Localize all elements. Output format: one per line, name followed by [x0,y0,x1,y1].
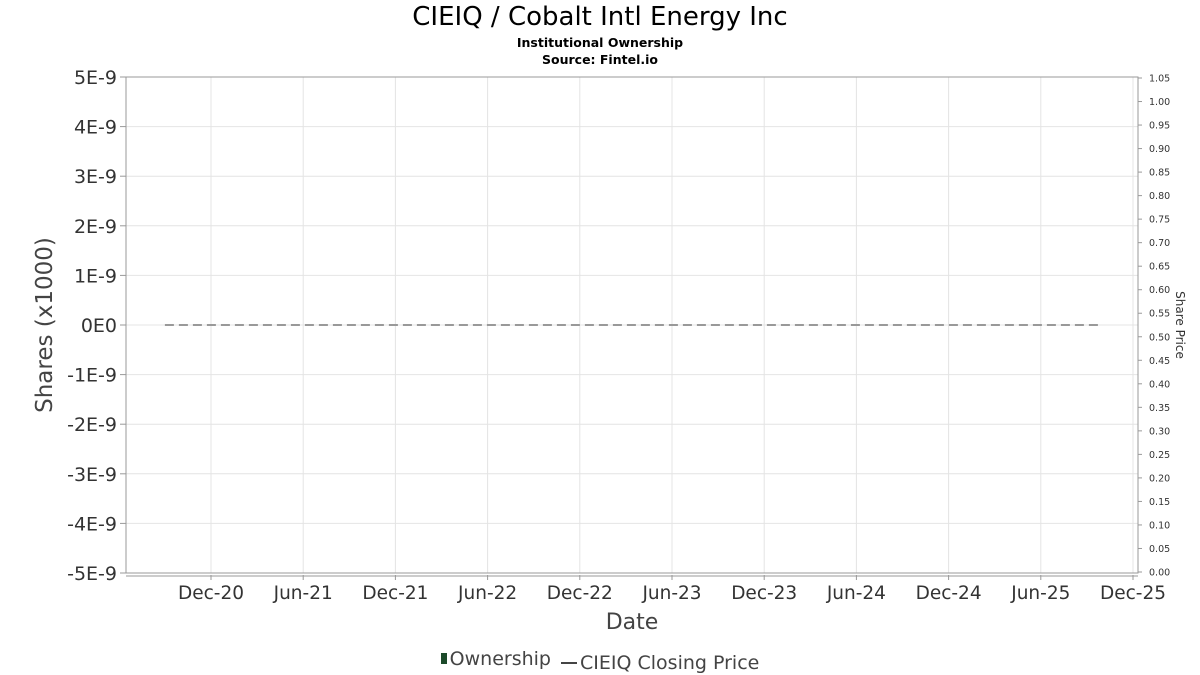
x-tick-label: Jun-24 [826,583,886,604]
y2-axis-label: Share Price [1173,291,1187,359]
y2-tick-label: 0.80 [1149,191,1170,202]
y-tick-label: 4E-9 [74,117,117,139]
y-tick-label: -5E-9 [67,563,117,585]
y-tick-label: -2E-9 [67,414,117,436]
legend-ownership-label: Ownership [449,647,551,670]
x-tick-label: Jun-23 [641,583,701,604]
y2-tick-label: 0.70 [1149,238,1170,249]
x-tick-label: Jun-25 [1010,583,1070,604]
y2-tick-label: 1.05 [1149,74,1170,85]
y2-tick-label: 0.55 [1149,309,1170,320]
y-axis-left: 5E-9 4E-9 3E-9 2E-9 1E-9 0E0 -1E-9 -2E-9 -3E-9 -4… [67,67,126,585]
chart-subtitle: Institutional Ownership [516,35,684,50]
y2-tick-label: 0.60 [1149,285,1170,296]
y-tick-label: -4E-9 [67,513,117,535]
y2-tick-label: 0.95 [1149,121,1170,132]
x-tick-label: Jun-22 [457,583,517,604]
x-axis-label: Date [606,610,659,635]
y2-tick-label: 0.65 [1149,262,1170,273]
x-tick-label: Dec-21 [362,583,428,604]
y2-tick-label: 0.45 [1149,356,1170,367]
y2-tick-label: 0.20 [1149,473,1170,484]
ownership-swatch-icon [440,653,447,664]
y-tick-label: -1E-9 [67,365,117,387]
chart-title: CIEIQ / Cobalt Intl Energy Inc [412,2,788,32]
y-tick-label: 5E-9 [74,67,117,89]
y2-tick-label: 0.10 [1149,520,1170,531]
y-tick-label: -3E-9 [67,464,117,486]
legend: Ownership CIEIQ Closing Price [0,647,1200,674]
x-tick-label: Jun-21 [273,583,333,604]
y-tick-label: 0E0 [81,315,117,337]
chart-source: Source: Fintel.io [542,52,658,67]
x-tick-label: Dec-22 [547,583,613,604]
x-tick-label: Dec-25 [1100,583,1166,604]
y2-tick-label: 0.35 [1149,403,1170,414]
legend-price-label: CIEIQ Closing Price [580,652,760,674]
y2-tick-label: 0.85 [1149,168,1170,179]
y2-tick-label: 0.25 [1149,450,1170,461]
y2-tick-label: 0.50 [1149,332,1170,343]
y2-tick-label: 0.30 [1149,426,1170,437]
y-tick-label: 1E-9 [74,265,117,287]
y-tick-label: 3E-9 [74,166,117,188]
legend-ownership: Ownership [440,647,551,670]
legend-price: CIEIQ Closing Price [557,652,759,674]
y-axis-label: Shares (x1000) [32,237,58,413]
x-tick-label: Dec-20 [178,583,244,604]
y-axis-right: 1.05 1.00 0.95 0.90 0.85 0.80 0.75 0.70 0.65 0.60… [1138,74,1170,579]
y-tick-label: 2E-9 [74,216,117,238]
y2-tick-label: 0.90 [1149,144,1170,155]
x-tick-label: Dec-24 [916,583,982,604]
x-tick-label: Dec-23 [731,583,797,604]
y2-tick-label: 0.75 [1149,215,1170,226]
price-line-swatch-icon [561,662,578,664]
y2-tick-label: 0.00 [1149,568,1170,579]
x-axis: Dec-20 Jun-21 Dec-21 Jun-22 Dec-22 Jun-23 Dec-… [126,575,1166,604]
y2-tick-label: 0.40 [1149,379,1170,390]
y2-tick-label: 0.15 [1149,497,1170,508]
y2-tick-label: 1.00 [1149,97,1170,108]
y2-tick-label: 0.05 [1149,544,1170,555]
